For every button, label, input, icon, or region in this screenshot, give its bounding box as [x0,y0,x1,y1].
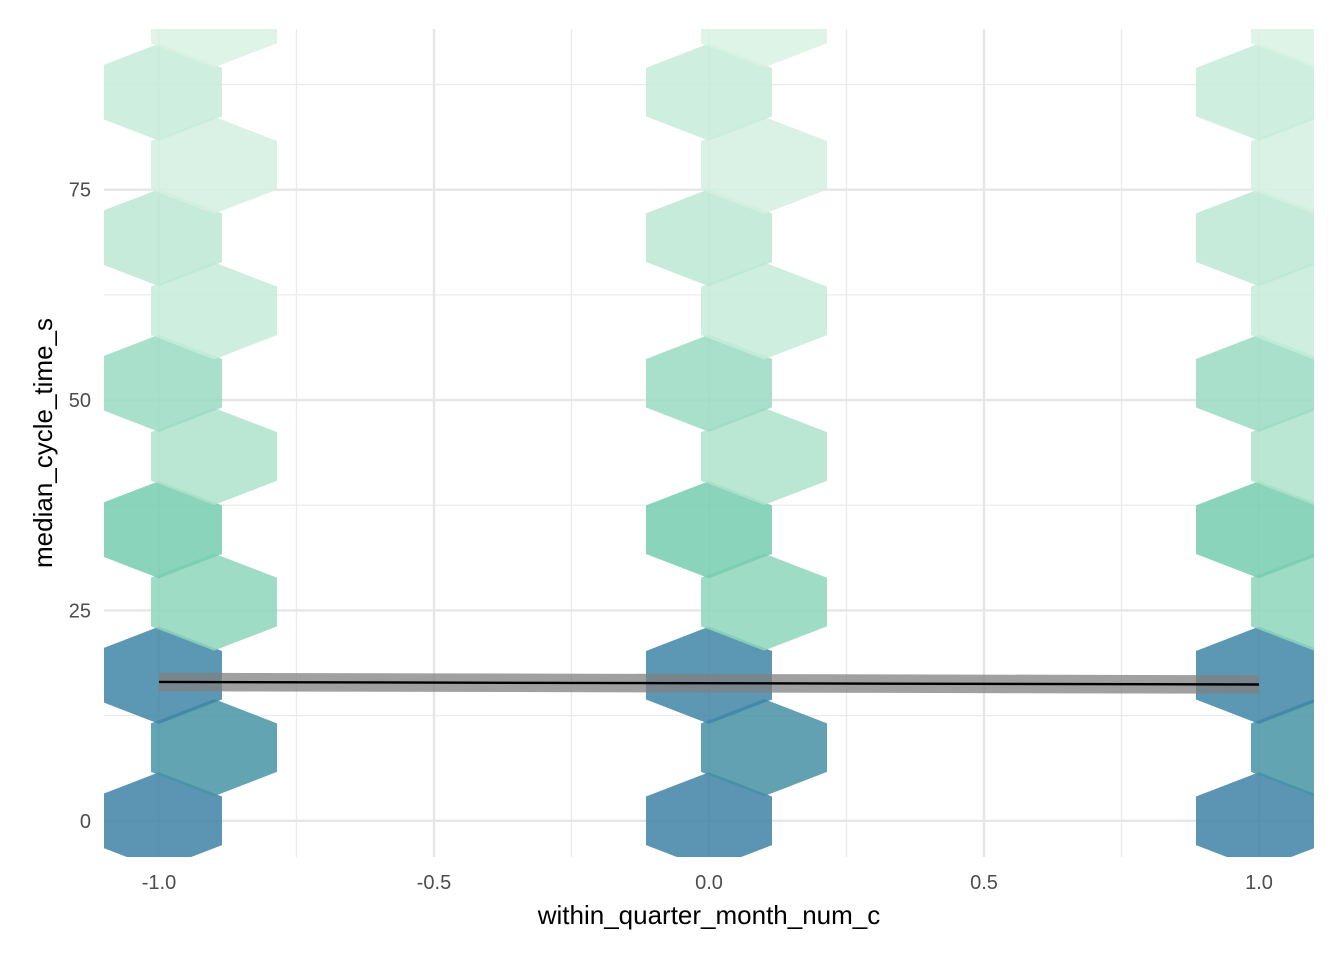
x-axis-ticks: -1.0 -0.5 0.0 0.5 1.0 [142,872,1273,894]
y-tick-label: 75 [69,180,91,202]
hex-bin [646,334,772,432]
x-tick-label: 0.5 [970,872,998,894]
y-tick-label: 50 [69,390,91,412]
y-axis-ticks: 0 25 50 75 [69,180,91,833]
hex-bin [104,334,222,432]
y-tick-label: 25 [69,600,91,622]
hex-bins [104,29,1314,857]
hex-bin [104,772,222,857]
hex-bin [1196,772,1314,857]
hex-bin [701,553,827,651]
hex-bin [646,481,772,579]
hex-bin [151,699,277,797]
hex-bin [1251,699,1314,797]
hex-bin [701,699,827,797]
hex-bin [1196,334,1314,432]
hex-bin [1196,189,1314,287]
hex-bin [701,29,827,68]
hex-bin [701,407,827,506]
hex-bin [1251,29,1314,68]
hex-bin [104,481,222,579]
x-tick-label: -0.5 [417,872,451,894]
hex-bin [151,29,277,68]
trend-line-group [158,672,1260,694]
hex-bin [151,553,277,651]
hex-bin [151,407,277,506]
hex-bin [646,43,772,141]
trend-line [158,680,1260,686]
hex-bin [1251,553,1314,651]
hex-bin [104,189,222,287]
hex-bin [646,189,772,287]
x-tick-label: -1.0 [142,872,176,894]
y-axis-title: median_cycle_time_s [28,318,58,568]
hex-bin [104,43,222,141]
x-axis-title: within_quarter_month_num_c [537,900,881,930]
hex-bin [646,772,772,857]
x-tick-label: 0.0 [695,872,723,894]
hex-bin [1251,262,1314,360]
hex-bin [1251,116,1314,214]
hex-bin [1196,43,1314,141]
x-tick-label: 1.0 [1245,872,1273,894]
hex-bin [701,116,827,214]
hex-bin [151,116,277,214]
hex-bin [701,262,827,360]
hex-bin [1196,481,1314,579]
y-tick-label: 0 [80,811,91,833]
hex-bin [151,262,277,360]
hex-bin [1251,407,1314,506]
